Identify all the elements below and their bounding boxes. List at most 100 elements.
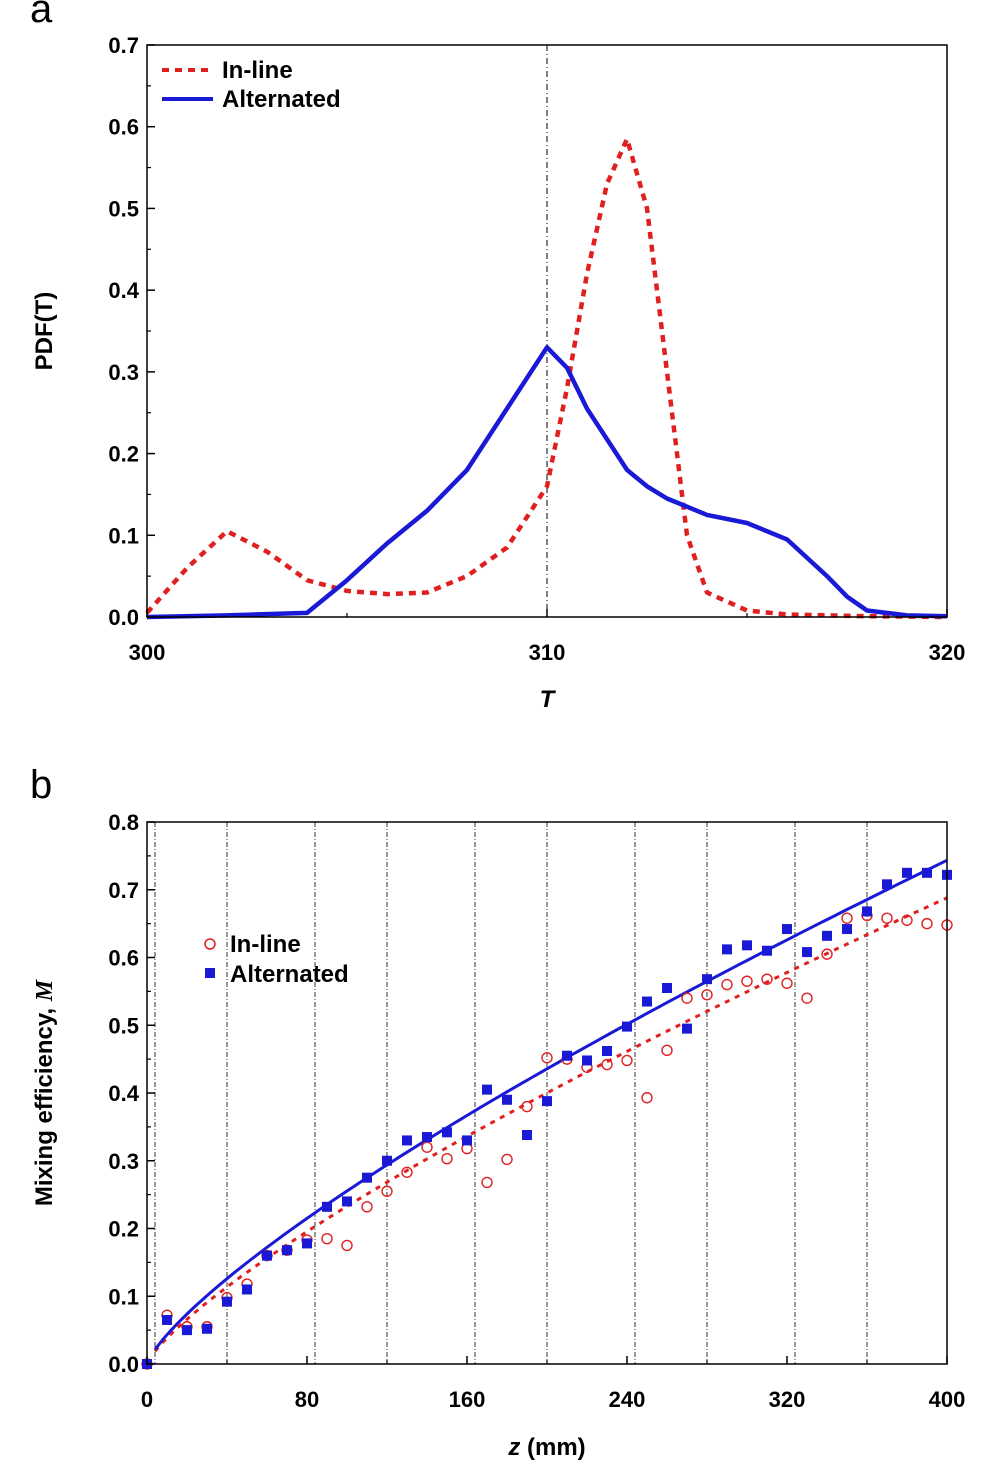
- panel-b-alternated-point: [182, 1325, 192, 1336]
- panel-a-y-tick-label: 0.4: [108, 278, 139, 303]
- panel-b-reference-lines: [154, 822, 868, 1364]
- panel-b-alternated-point: [242, 1284, 252, 1295]
- panel-b-x-tick-label: 240: [609, 1387, 646, 1412]
- panel-b-y-axis-title-prefix: Mixing efficiency,: [31, 1001, 58, 1206]
- panel-a-x-tick-label: 300: [129, 640, 166, 665]
- panel-b-inline-point: [441, 1153, 453, 1165]
- panel-b-inline-point: [901, 914, 913, 926]
- panel-b-inline-point: [741, 975, 753, 987]
- panel-a-y-axis-title: PDF(T): [31, 292, 58, 371]
- panel-b-alternated-point: [282, 1245, 292, 1256]
- panel-b-legend: In-line Alternated: [204, 931, 349, 988]
- panel-b-alternated-point: [642, 996, 652, 1007]
- panel-b-legend-inline-label: In-line: [230, 931, 301, 958]
- panel-b-y-tick-label: 0.4: [108, 1081, 139, 1106]
- panel-b-alternated-point: [342, 1196, 352, 1207]
- panel-b-y-tick-label: 0.8: [108, 810, 139, 835]
- panel-b-inline-point: [601, 1058, 613, 1071]
- panel-b-alternated-point: [362, 1172, 372, 1183]
- panel-b-alternated-point: [762, 945, 772, 956]
- panel-b-alternated-point: [322, 1201, 332, 1212]
- panel-b-alternated-point: [782, 924, 792, 935]
- panel-b-inline-point: [841, 912, 853, 924]
- panel-b-y-tick-label: 0.6: [108, 946, 139, 971]
- panel-b-fit-in-line-line: [153, 896, 948, 1353]
- panel-b-fit-alternated-line: [153, 858, 948, 1351]
- panel-a-x-axis-title: T: [540, 686, 557, 713]
- panel-b-y-axis-title: Mixing efficiency, M: [31, 978, 58, 1206]
- panel-b-alternated-point: [742, 940, 752, 951]
- panel-b-alternated-point: [842, 924, 852, 935]
- panel-b-y-tick-label: 0.0: [108, 1352, 139, 1377]
- panel-b-inline-point: [641, 1092, 653, 1104]
- panel-a-x-tick-label: 310: [529, 640, 566, 665]
- panel-b-inline-point: [921, 917, 933, 930]
- panel-b-alternated-point: [882, 879, 892, 890]
- panel-b-x-tick-label: 80: [295, 1387, 319, 1412]
- panel-b-alternated-point: [262, 1250, 272, 1261]
- panel-b-inline-point: [881, 912, 893, 924]
- panel-b-inline-point: [361, 1201, 373, 1213]
- panel-a-series: [145, 136, 948, 620]
- panel-a-legend-inline-label: In-line: [222, 57, 293, 84]
- panel-b-inline-point: [321, 1232, 333, 1245]
- panel-b-alternated-point: [562, 1050, 572, 1061]
- panel-b-legend-inline-marker: [204, 938, 216, 950]
- panel-b-alternated-point: [602, 1045, 612, 1056]
- panel-b-x-tick-label: 400: [929, 1387, 966, 1412]
- panel-b-inline-point: [721, 978, 733, 991]
- panel-a-y-tick-label: 0.0: [108, 605, 139, 630]
- panel-b-inline-point: [781, 977, 793, 989]
- panel-a-y-tick-label: 0.2: [108, 442, 139, 467]
- panel-b-alternated-point: [822, 930, 832, 941]
- panel-b-alternated-point: [662, 982, 672, 993]
- panel-b-y-tick-label: 0.2: [108, 1217, 139, 1242]
- panel-b-alternated-point: [902, 867, 912, 878]
- panel-b-inline-point: [421, 1141, 433, 1153]
- panel-a-y-tick-label: 0.5: [108, 196, 139, 221]
- panel-b-inline-point: [761, 973, 773, 985]
- panel-b-alternated-point: [542, 1096, 552, 1107]
- panel-b-alternated-point: [222, 1296, 232, 1307]
- panel-b-inline-point: [821, 948, 833, 960]
- panel-b-y-tick-label: 0.5: [108, 1013, 139, 1038]
- panel-a-y-tick-label: 0.1: [108, 523, 139, 548]
- panel-b-inline-point: [501, 1153, 513, 1166]
- panel-a-x-axis: 300 310 320: [129, 609, 966, 665]
- panel-b-y-tick-label: 0.3: [108, 1149, 139, 1174]
- panel-b-y-tick-label: 0.7: [108, 878, 139, 903]
- panel-b-inline-point: [541, 1052, 553, 1064]
- panel-b-inline-point: [661, 1044, 673, 1057]
- panel-b-alternated-point: [522, 1130, 532, 1141]
- panel-b-y-tick-label: 0.1: [108, 1284, 139, 1309]
- panel-b-x-axis: 0 80 160 240 320 400: [141, 1356, 965, 1412]
- panel-a-y-tick-label: 0.6: [108, 115, 139, 140]
- panel-b-x-tick-label: 160: [449, 1387, 486, 1412]
- panel-b-alternated-point: [462, 1135, 472, 1146]
- panel-b-alternated-point: [162, 1314, 172, 1325]
- panel-b-alternated-point: [802, 947, 812, 958]
- panel-b-inline-point: [621, 1054, 633, 1067]
- panel-b-inline-point: [481, 1176, 493, 1189]
- panel-b-alternated-point: [702, 974, 712, 985]
- panel-b-inline-point: [381, 1185, 393, 1197]
- panel-a-y-tick-label: 0.7: [108, 33, 139, 58]
- panel-b-alternated-point: [922, 867, 932, 878]
- panel-b-inline-point: [681, 992, 693, 1004]
- panel-b-alternated-point: [202, 1323, 212, 1334]
- panel-b-inline-point: [341, 1239, 353, 1252]
- panel-a: a 0.0 0.1 0.2 0.3 0.4 0.5 0.6 0.7 300 310 320 PDF…: [30, 0, 965, 713]
- panel-b-letter: b: [30, 763, 52, 807]
- panel-b-alternated-point: [502, 1094, 512, 1105]
- panel-b-inline-point: [521, 1100, 533, 1113]
- panel-b-inline-point: [701, 989, 713, 1001]
- panel-b-y-axis-title-symbol: M: [32, 978, 58, 1002]
- panel-b-alternated-point: [862, 906, 872, 917]
- panel-b-x-axis-title-var: z: [507, 1434, 520, 1461]
- panel-b-x-tick-label: 0: [141, 1387, 153, 1412]
- panel-a-x-tick-label: 320: [929, 640, 966, 665]
- panel-b-legend-alternated-label: Alternated: [230, 961, 349, 988]
- panel-b-alternated-point: [722, 944, 732, 955]
- panel-b-y-axis: 0.0 0.1 0.2 0.3 0.4 0.5 0.6 0.7 0.8: [108, 810, 155, 1377]
